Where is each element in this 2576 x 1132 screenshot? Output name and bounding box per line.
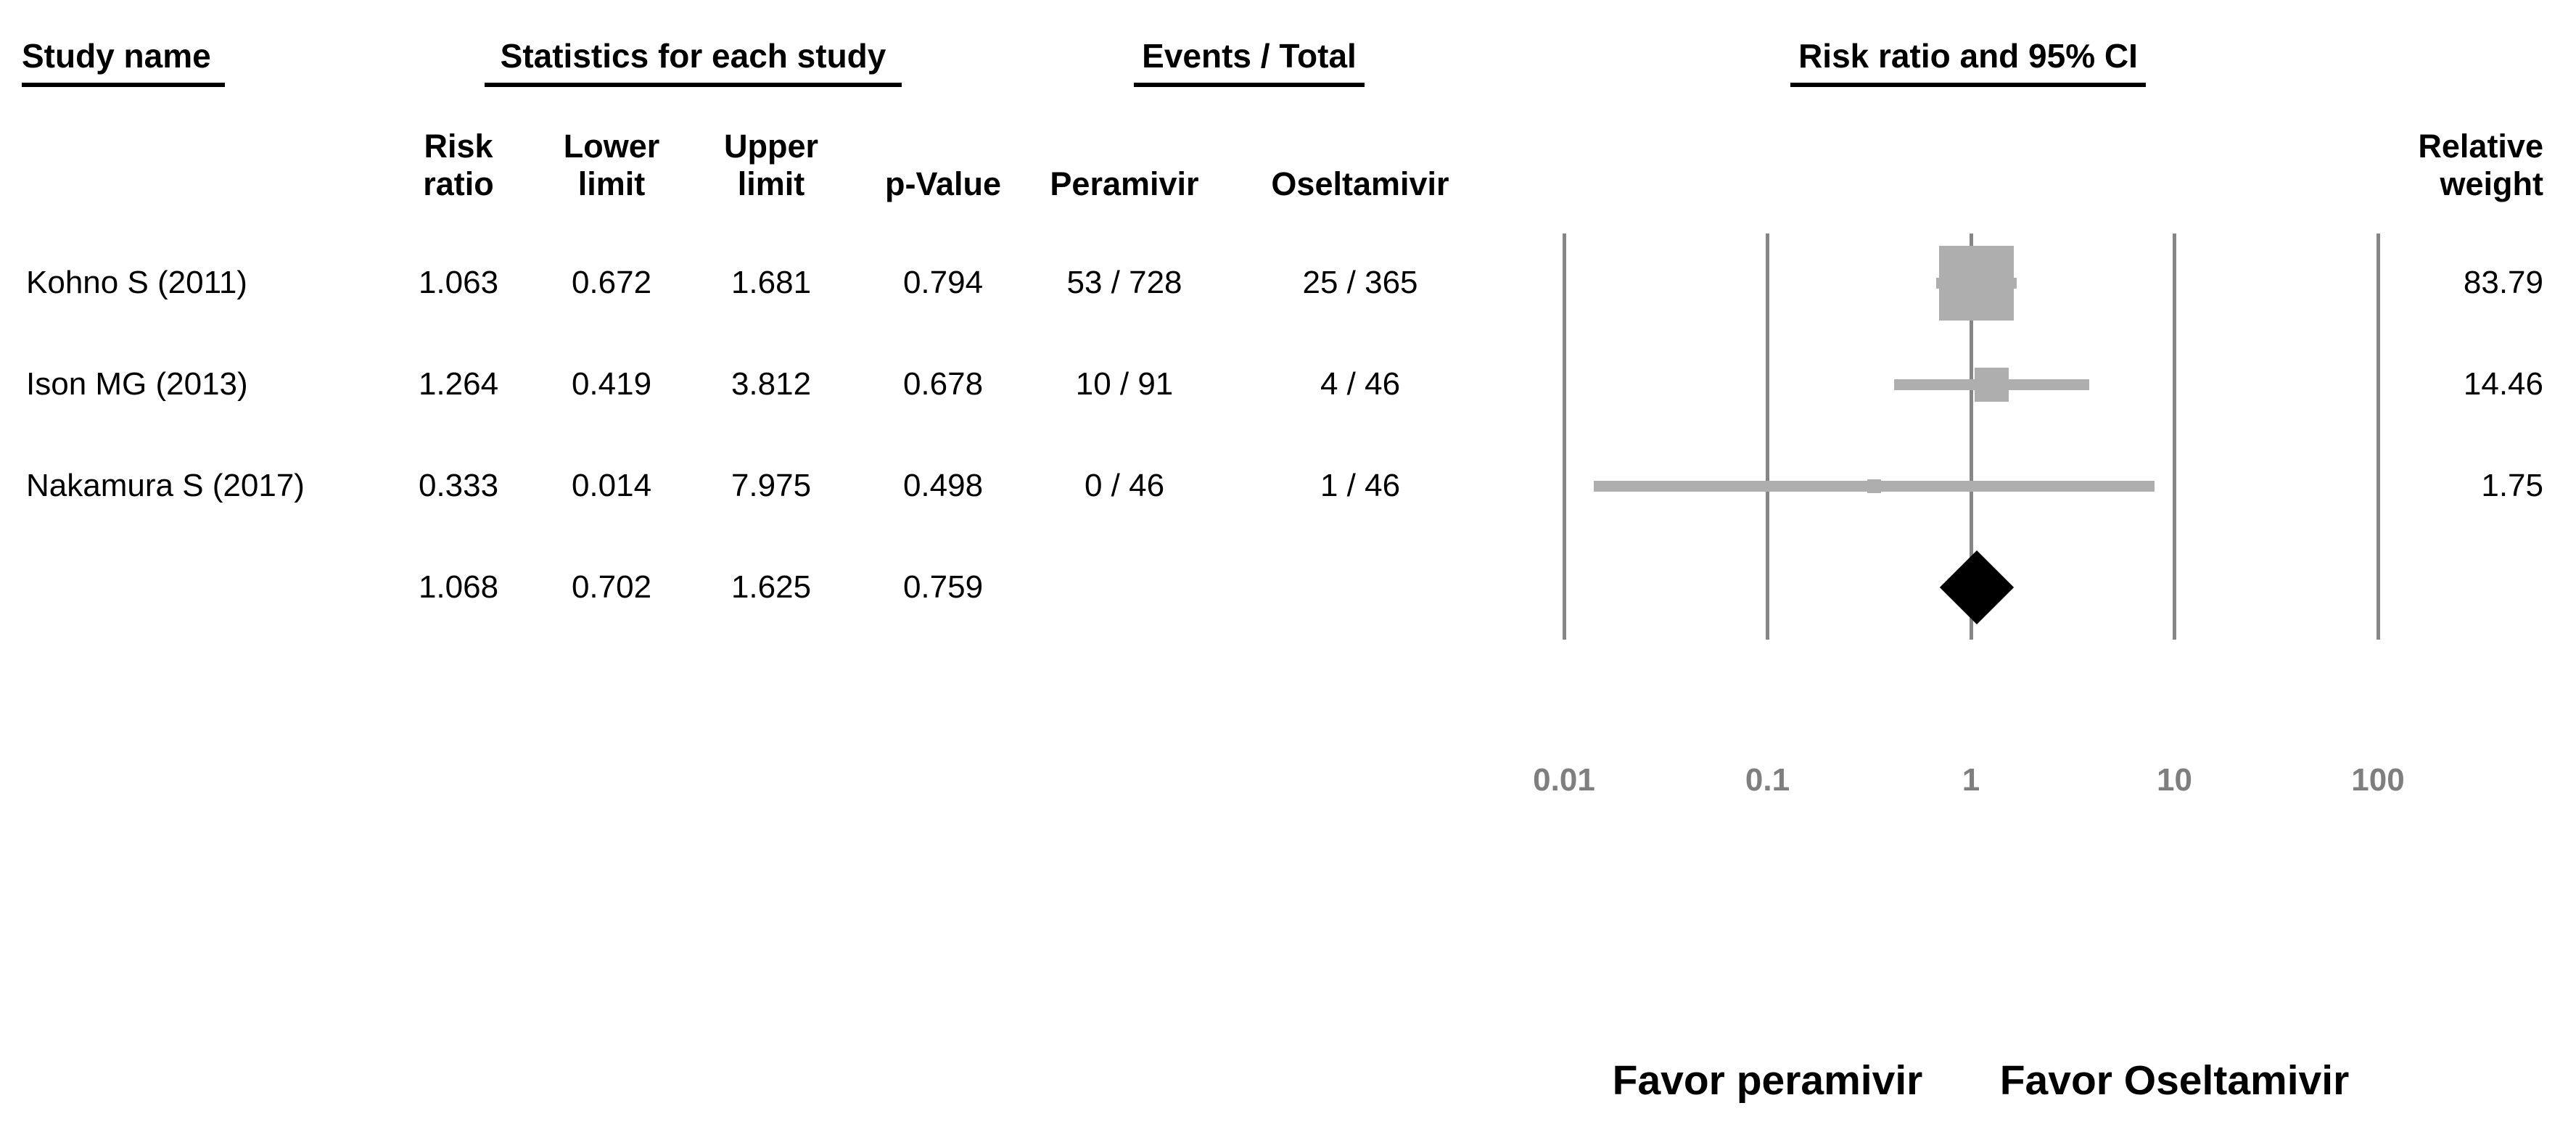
axis-gridline	[1766, 234, 1769, 640]
oseltamivir-events-cell: 1 / 46	[1320, 468, 1401, 503]
lower-limit-cell: 0.672	[571, 265, 652, 300]
group-header-statistics: Statistics for each study	[485, 36, 902, 87]
oseltamivir-events-cell: 25 / 365	[1302, 265, 1418, 300]
axis-gridline	[1969, 234, 1973, 640]
upper-limit-cell: 3.812	[731, 366, 812, 402]
group-header-events-total: Events / Total	[1134, 36, 1365, 87]
table-row: Ison MG (2013) 1.264 0.419 3.812 0.678 10 / 9…	[0, 362, 2576, 407]
column-header-p-value: p-Value	[884, 165, 1002, 202]
study-name-cell: Nakamura S (2017)	[26, 468, 305, 503]
peramivir-events-cell	[1016, 565, 1233, 610]
axis-tick-label: 10	[2157, 762, 2192, 798]
favor-oseltamivir-label: Favor Oseltamivir	[1999, 1057, 2350, 1104]
p-value-cell: 0.498	[902, 468, 984, 503]
column-header-peramivir: Peramivir	[1050, 165, 1199, 202]
peramivir-events-cell: 10 / 91	[1075, 366, 1174, 402]
p-value-cell: 0.678	[902, 366, 984, 402]
risk-ratio-cell: 0.333	[418, 468, 499, 503]
group-header-study-name: Study name	[22, 36, 225, 87]
column-header-risk-ratio: Risk ratio	[423, 128, 494, 202]
study-name-cell: Ison MG (2013)	[26, 366, 248, 402]
axis-tick-label: 0.1	[1745, 762, 1790, 798]
column-header-upper-limit: Upper limit	[723, 128, 818, 202]
column-header-lower-limit: Lower limit	[563, 128, 660, 202]
axis-gridline	[2173, 234, 2176, 640]
lower-limit-cell: 0.419	[571, 366, 652, 402]
oseltamivir-events-cell: 4 / 46	[1320, 366, 1401, 402]
column-header-oseltamivir: Oseltamivir	[1271, 165, 1449, 202]
risk-ratio-square-marker	[1975, 367, 2009, 402]
lower-limit-cell: 0.702	[571, 569, 652, 605]
table-row: Nakamura S (2017) 0.333 0.014 7.975 0.498 0 /…	[0, 463, 2576, 508]
upper-limit-cell: 1.625	[731, 569, 812, 605]
table-row: Kohno S (2011) 1.063 0.672 1.681 0.794 53 / 7…	[0, 260, 2576, 305]
axis-tick-label: 0.01	[1533, 762, 1595, 798]
favor-peramivir-label: Favor peramivir	[1612, 1057, 1923, 1104]
axis-tick-label: 100	[2351, 762, 2405, 798]
risk-ratio-square-marker	[1938, 245, 2014, 321]
upper-limit-cell: 7.975	[731, 468, 812, 503]
p-value-cell: 0.794	[902, 265, 984, 300]
axis-gridline	[1562, 234, 1566, 640]
relative-weight-cell: 1.75	[2481, 468, 2543, 503]
table-row-summary: 1.068 0.702 1.625 0.759	[0, 565, 2576, 610]
axis-tick-label: 1	[1962, 762, 1980, 798]
relative-weight-cell: 14.46	[2463, 366, 2543, 402]
lower-limit-cell: 0.014	[571, 468, 652, 503]
summary-diamond	[1939, 550, 2015, 624]
peramivir-events-cell: 53 / 728	[1066, 265, 1182, 300]
upper-limit-cell: 1.681	[731, 265, 812, 300]
axis-gridline	[2376, 234, 2380, 640]
peramivir-events-cell: 0 / 46	[1084, 468, 1165, 503]
risk-ratio-cell: 1.068	[418, 569, 499, 605]
risk-ratio-square-marker	[1867, 479, 1881, 493]
study-name-cell: Kohno S (2011)	[26, 265, 247, 300]
p-value-cell: 0.759	[902, 569, 984, 605]
group-header-risk-ratio-ci: Risk ratio and 95% CI	[1790, 36, 2146, 87]
risk-ratio-cell: 1.264	[418, 366, 499, 402]
relative-weight-cell: 83.79	[2463, 265, 2543, 300]
risk-ratio-cell: 1.063	[418, 265, 499, 300]
oseltamivir-events-cell	[1251, 565, 1469, 610]
column-header-relative-weight: Relative weight	[2418, 128, 2543, 202]
